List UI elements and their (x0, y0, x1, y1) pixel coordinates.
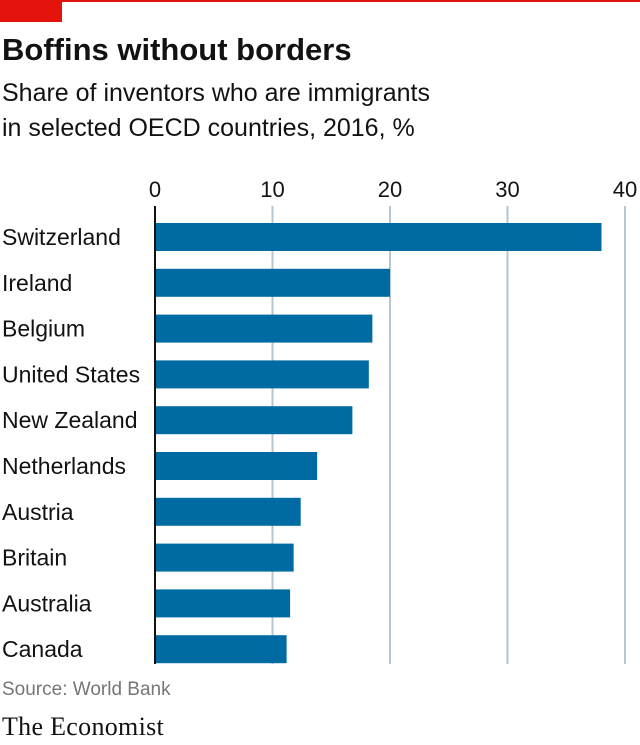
bar-britain (155, 543, 294, 572)
x-tick-label-10: 10 (260, 177, 284, 202)
chart-subtitle: Share of inventors who are immigrants in… (2, 76, 602, 146)
category-label-ireland: Ireland (2, 270, 72, 296)
chart-title: Boffins without borders (2, 32, 352, 67)
category-label-netherlands: Netherlands (2, 453, 126, 479)
bar-ireland (155, 268, 390, 297)
category-label-australia: Australia (2, 590, 92, 616)
source-note: Source: World Bank (2, 679, 171, 700)
category-label-austria: Austria (2, 499, 74, 525)
category-label-belgium: Belgium (2, 316, 85, 342)
economist-logo: The Economist (2, 712, 165, 741)
category-label-britain: Britain (2, 545, 67, 571)
top-accent-rule (0, 0, 640, 2)
x-tick-label-20: 20 (378, 177, 402, 202)
subtitle-line-2: in selected OECD countries, 2016, % (2, 114, 415, 142)
category-label-new-zealand: New Zealand (2, 407, 138, 433)
category-label-united-states: United States (2, 361, 140, 387)
x-tick-label-30: 30 (495, 177, 519, 202)
bar-switzerland (155, 223, 602, 251)
subtitle-line-1: Share of inventors who are immigrants (2, 79, 430, 107)
category-label-canada: Canada (2, 636, 83, 662)
bar-netherlands (155, 452, 318, 480)
bar-belgium (155, 314, 373, 343)
bar-united-states (155, 360, 369, 389)
bar-austria (155, 497, 301, 526)
brand-red-tag (0, 0, 62, 22)
x-tick-label-0: 0 (149, 177, 161, 202)
bar-australia (155, 589, 291, 618)
category-label-switzerland: Switzerland (2, 224, 121, 250)
x-tick-label-40: 40 (613, 177, 637, 202)
bar-new-zealand (155, 406, 353, 435)
bar-canada (155, 635, 287, 664)
